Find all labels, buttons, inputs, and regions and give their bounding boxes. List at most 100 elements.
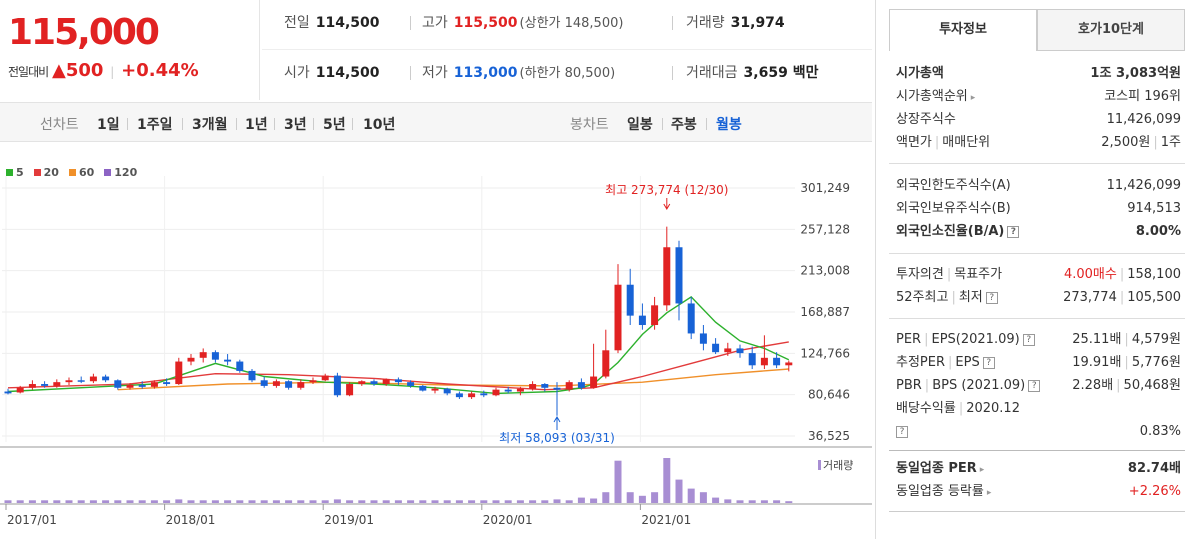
candle-body xyxy=(175,361,183,385)
candle-body xyxy=(236,361,244,371)
tab-1week[interactable]: 1주일 xyxy=(137,117,173,133)
volume-bar xyxy=(651,492,659,503)
tab-3year[interactable]: 3년 xyxy=(284,117,307,133)
volume-bar xyxy=(175,499,183,503)
candle-body xyxy=(516,388,524,392)
up-arrow-icon: ▲ xyxy=(52,60,66,81)
candle-body xyxy=(346,384,354,396)
candle-body xyxy=(407,382,415,386)
volume-bar xyxy=(211,500,219,503)
candle-body xyxy=(53,382,61,386)
candle-chart-label[interactable]: 봉차트 xyxy=(570,117,609,133)
pbr-label: PBR | BPS (2021.09)? xyxy=(896,374,1041,397)
y-tick-label: 36,525 xyxy=(808,429,850,443)
ma-legend: 5 20 60 120 xyxy=(6,166,147,179)
dividend-value: 0.83% xyxy=(1139,424,1181,439)
day-high: 고가 115,500 (상한가 148,500) xyxy=(422,15,624,31)
volume-bar xyxy=(614,460,622,503)
opinion-value: 4.00매수 | 158,100 xyxy=(1063,267,1181,282)
candle-body xyxy=(89,376,97,382)
change-percent: +0.44% xyxy=(121,60,199,81)
tab-1year[interactable]: 1년 xyxy=(245,117,268,133)
help-icon[interactable]: ? xyxy=(1022,334,1035,346)
candle-body xyxy=(419,385,427,391)
tab-invest-info[interactable]: 투자정보 xyxy=(889,9,1037,51)
change-value: 500 xyxy=(65,60,104,81)
tab-10year[interactable]: 10년 xyxy=(363,117,396,133)
candle-body xyxy=(321,375,329,381)
candle-body xyxy=(77,380,85,382)
low-annotation: 최저 58,093 (03/31) xyxy=(499,431,615,445)
line-chart-label[interactable]: 선차트 xyxy=(40,117,79,133)
candle-body xyxy=(187,357,195,362)
price-change: 전일대비 ▲500 | +0.44% xyxy=(8,60,199,81)
help-icon[interactable]: ? xyxy=(982,357,995,369)
legend-swatch xyxy=(33,169,41,176)
volume-bar xyxy=(382,500,390,503)
candle-body xyxy=(65,380,73,383)
tab-weekly[interactable]: 주봉 xyxy=(671,117,697,133)
volume-bar xyxy=(785,501,793,503)
mktcap-rank-value: 코스피 196위 xyxy=(1104,89,1181,104)
help-icon[interactable]: ? xyxy=(1028,380,1041,392)
up-arrow-icon xyxy=(553,416,561,430)
volume-bar xyxy=(492,500,500,503)
candle-body xyxy=(394,379,402,383)
volume-bar xyxy=(163,500,171,503)
volume-bar xyxy=(114,500,122,503)
volume-bar xyxy=(89,500,97,503)
candle-body xyxy=(785,362,793,366)
legend-swatch xyxy=(104,169,112,176)
volume-bar xyxy=(65,500,73,503)
tab-5year[interactable]: 5년 xyxy=(323,117,346,133)
volume-bar xyxy=(602,492,610,503)
volume-bar xyxy=(370,500,378,503)
candle-body xyxy=(285,381,293,388)
volume-bar xyxy=(638,495,646,503)
volume-bar xyxy=(16,500,24,503)
candle-body xyxy=(541,384,549,388)
volume-bar xyxy=(394,500,402,503)
tab-3month[interactable]: 3개월 xyxy=(192,117,228,133)
volume-bar xyxy=(687,488,695,503)
volume-bar xyxy=(407,500,415,503)
candle-body xyxy=(431,388,439,391)
volume-bar xyxy=(41,500,49,503)
x-tick-label: 2018/01 xyxy=(166,513,216,527)
tab-1day[interactable]: 1일 xyxy=(97,117,120,133)
help-icon[interactable]: ? xyxy=(896,426,908,438)
candlestick-chart-svg: 301,249 257,128 213,008 168,887 124,766 80,64… xyxy=(0,176,872,527)
volume-bar xyxy=(529,500,537,503)
tab-daily[interactable]: 일봉 xyxy=(627,117,653,133)
sector-per-link[interactable]: 동일업종 PER ▸ xyxy=(896,461,985,476)
pbr-value: 2.28배 | 50,468원 xyxy=(1072,378,1181,393)
candle-body xyxy=(163,382,171,385)
y-tick-label: 124,766 xyxy=(800,346,850,360)
help-icon[interactable]: ? xyxy=(985,292,998,304)
candle-body xyxy=(699,333,707,344)
legend-ma-5: 5 xyxy=(6,166,24,179)
foreign-ratio-label: 외국인소진율(B/A)? xyxy=(896,220,1020,243)
mktcap-rank-link[interactable]: 시가총액순위 ▸ xyxy=(896,89,976,104)
candle-body xyxy=(529,384,537,389)
tab-monthly[interactable]: 월봉 xyxy=(716,117,742,133)
volume-bar xyxy=(126,500,134,503)
y-tick-label: 301,249 xyxy=(800,181,850,195)
help-icon[interactable]: ? xyxy=(1007,226,1020,238)
candle-body xyxy=(138,384,146,387)
open-price: 시가 114,500 xyxy=(284,65,380,81)
candle-body xyxy=(102,376,110,381)
legend-ma-120: 120 xyxy=(104,166,137,179)
candle-body xyxy=(638,315,646,326)
candle-body xyxy=(297,382,305,388)
candle-body xyxy=(651,305,659,326)
tab-orderbook[interactable]: 호가10단계 xyxy=(1037,9,1185,51)
volume-bar xyxy=(699,492,707,503)
volume-bar xyxy=(675,479,683,503)
candle-body xyxy=(16,387,24,393)
candle-body xyxy=(565,382,573,390)
sector-rate-link[interactable]: 동일업종 등락률 ▸ xyxy=(896,484,992,499)
candle-body xyxy=(150,382,158,387)
investment-info-panel: 투자정보 호가10단계 시가총액 1조 3,083억원 시가총액순위 ▸ 코스피 19… xyxy=(875,0,1196,539)
change-label: 전일대비 xyxy=(8,65,49,79)
